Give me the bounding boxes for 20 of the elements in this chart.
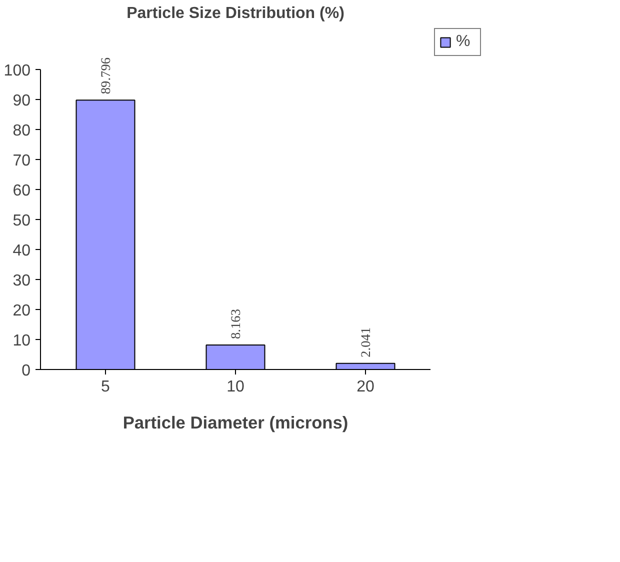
y-tick-label: 0 (22, 362, 31, 380)
y-tick-label: 20 (12, 302, 31, 320)
y-tick-label: 80 (12, 122, 31, 140)
y-tick-label: 40 (12, 242, 31, 260)
x-tick-label: 10 (226, 378, 244, 396)
x-tick-label: 5 (101, 378, 110, 396)
x-tick-label: 20 (356, 378, 374, 396)
y-tick-label: 90 (12, 92, 31, 110)
legend-label: % (456, 33, 472, 51)
y-tick-label: 30 (12, 272, 31, 290)
data-label: 2.041 (358, 327, 373, 358)
y-tick-label: 10 (12, 332, 31, 350)
data-label: 8.163 (228, 308, 243, 340)
chart-title: Particle Size Distribution (%) (126, 5, 344, 22)
data-label: 89.796 (98, 57, 113, 94)
x-axis-title: Particle Diameter (microns) (122, 412, 348, 432)
y-tick-label: 70 (12, 152, 31, 170)
y-tick-label: 60 (12, 182, 31, 200)
y-tick-label: 100 (4, 62, 31, 80)
y-tick-label: 50 (12, 212, 31, 230)
